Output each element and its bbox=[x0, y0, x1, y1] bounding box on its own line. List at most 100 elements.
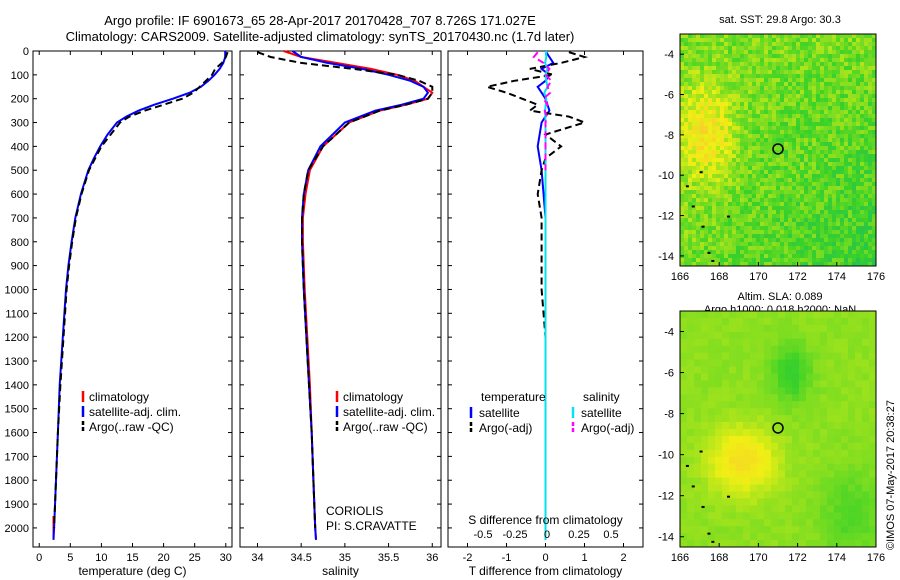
heatmap-cell bbox=[720, 142, 725, 147]
heatmap-cell bbox=[724, 170, 729, 175]
heatmap-cell bbox=[736, 174, 741, 179]
heatmap-cell bbox=[768, 254, 773, 259]
heatmap-cell bbox=[869, 352, 877, 360]
heatmap-cell bbox=[696, 250, 701, 255]
heatmap-cell bbox=[756, 150, 761, 155]
heatmap-cell bbox=[752, 178, 757, 183]
heatmap-cell bbox=[715, 463, 723, 472]
heatmap-cell bbox=[816, 86, 821, 91]
heatmap-cell bbox=[740, 194, 745, 199]
heatmap-cell bbox=[688, 42, 693, 47]
heatmap-cell bbox=[860, 198, 865, 203]
heatmap-cell bbox=[844, 226, 849, 231]
heatmap-cell bbox=[855, 512, 863, 520]
heatmap-cell bbox=[720, 182, 725, 187]
heatmap-cell bbox=[792, 126, 797, 131]
heatmap-cell bbox=[716, 78, 721, 83]
heatmap-cell bbox=[680, 178, 685, 183]
heatmap-cell bbox=[780, 110, 785, 115]
heatmap-cell bbox=[862, 394, 870, 402]
heatmap-cell bbox=[808, 258, 813, 263]
heatmap-cell bbox=[796, 198, 801, 203]
heatmap-cell bbox=[750, 429, 758, 437]
heatmap-cell bbox=[704, 70, 709, 75]
heatmap-cell bbox=[724, 226, 729, 231]
heatmap-cell bbox=[701, 477, 709, 485]
heatmap-cell bbox=[748, 202, 753, 207]
heatmap-cell bbox=[736, 394, 744, 402]
heatmap-cell bbox=[776, 42, 781, 47]
heatmap-cell bbox=[848, 222, 853, 227]
heatmap-cell bbox=[708, 86, 713, 91]
heatmap-cell bbox=[722, 422, 730, 430]
heatmap-cell bbox=[772, 54, 777, 59]
heatmap-cell bbox=[855, 540, 863, 548]
heatmap-cell bbox=[708, 401, 716, 409]
heatmap-cell bbox=[855, 408, 863, 416]
heatmap-cell bbox=[780, 174, 785, 179]
heatmap-cell bbox=[692, 62, 697, 67]
heatmap-cell bbox=[862, 435, 870, 444]
heatmap-cell bbox=[796, 134, 801, 139]
heatmap-cell bbox=[736, 90, 741, 95]
heatmap-cell bbox=[868, 202, 873, 207]
heatmap-cell bbox=[856, 62, 861, 67]
heatmap-cell bbox=[736, 222, 741, 227]
heatmap-cell bbox=[752, 78, 757, 83]
heatmap-cell bbox=[860, 54, 865, 59]
heatmap-cell bbox=[743, 324, 751, 333]
heatmap-cell bbox=[806, 311, 814, 319]
heatmap-cell bbox=[804, 178, 809, 183]
heatmap-cell bbox=[696, 206, 701, 211]
heatmap-cell bbox=[744, 130, 749, 135]
heatmap-cell bbox=[696, 122, 701, 127]
heatmap-cell bbox=[820, 442, 828, 451]
heatmap-cell bbox=[704, 78, 709, 83]
heatmap-cell bbox=[808, 86, 813, 91]
heatmap-cell bbox=[832, 182, 837, 187]
heatmap-cell bbox=[832, 98, 837, 103]
heatmap-cell bbox=[820, 345, 828, 354]
heatmap-cell bbox=[784, 250, 789, 255]
heatmap-cell bbox=[832, 62, 837, 67]
heatmap-cell bbox=[855, 526, 863, 534]
heatmap-cell bbox=[855, 331, 863, 340]
heatmap-cell bbox=[780, 198, 785, 203]
heatmap-cell bbox=[692, 70, 697, 75]
heatmap-cell bbox=[756, 146, 761, 151]
heatmap-cell bbox=[776, 214, 781, 219]
heatmap-cell bbox=[752, 186, 757, 191]
heatmap-cell bbox=[856, 210, 861, 215]
heatmap-cell bbox=[856, 238, 861, 243]
heatmap-cell bbox=[784, 126, 789, 131]
heatmap-cell bbox=[804, 102, 809, 107]
heatmap-cell bbox=[752, 46, 757, 51]
map-y-tick-label: -10 bbox=[658, 170, 674, 182]
heatmap-cell bbox=[855, 519, 863, 527]
heatmap-cell bbox=[715, 324, 723, 333]
heatmap-cell bbox=[701, 408, 709, 416]
heatmap-cell bbox=[872, 250, 877, 255]
heatmap-cell bbox=[744, 158, 749, 163]
heatmap-cell bbox=[776, 114, 781, 119]
heatmap-cell bbox=[701, 345, 709, 354]
heatmap-cell bbox=[764, 46, 769, 51]
heatmap-cell bbox=[812, 170, 817, 175]
heatmap-cell bbox=[780, 70, 785, 75]
heatmap-cell bbox=[776, 118, 781, 123]
heatmap-cell bbox=[808, 114, 813, 119]
heatmap-cell bbox=[776, 186, 781, 191]
heatmap-cell bbox=[692, 126, 697, 131]
heatmap-cell bbox=[729, 324, 737, 333]
heatmap-cell bbox=[828, 198, 833, 203]
heatmap-cell bbox=[687, 317, 695, 326]
heatmap-cell bbox=[680, 345, 688, 354]
heatmap-cell bbox=[840, 202, 845, 207]
heatmap-cell bbox=[872, 146, 877, 151]
heatmap-cell bbox=[771, 338, 779, 347]
heatmap-cell bbox=[700, 126, 705, 131]
heatmap-cell bbox=[700, 102, 705, 107]
heatmap-cell bbox=[856, 122, 861, 127]
heatmap-cell bbox=[772, 130, 777, 135]
heatmap-cell bbox=[692, 178, 697, 183]
